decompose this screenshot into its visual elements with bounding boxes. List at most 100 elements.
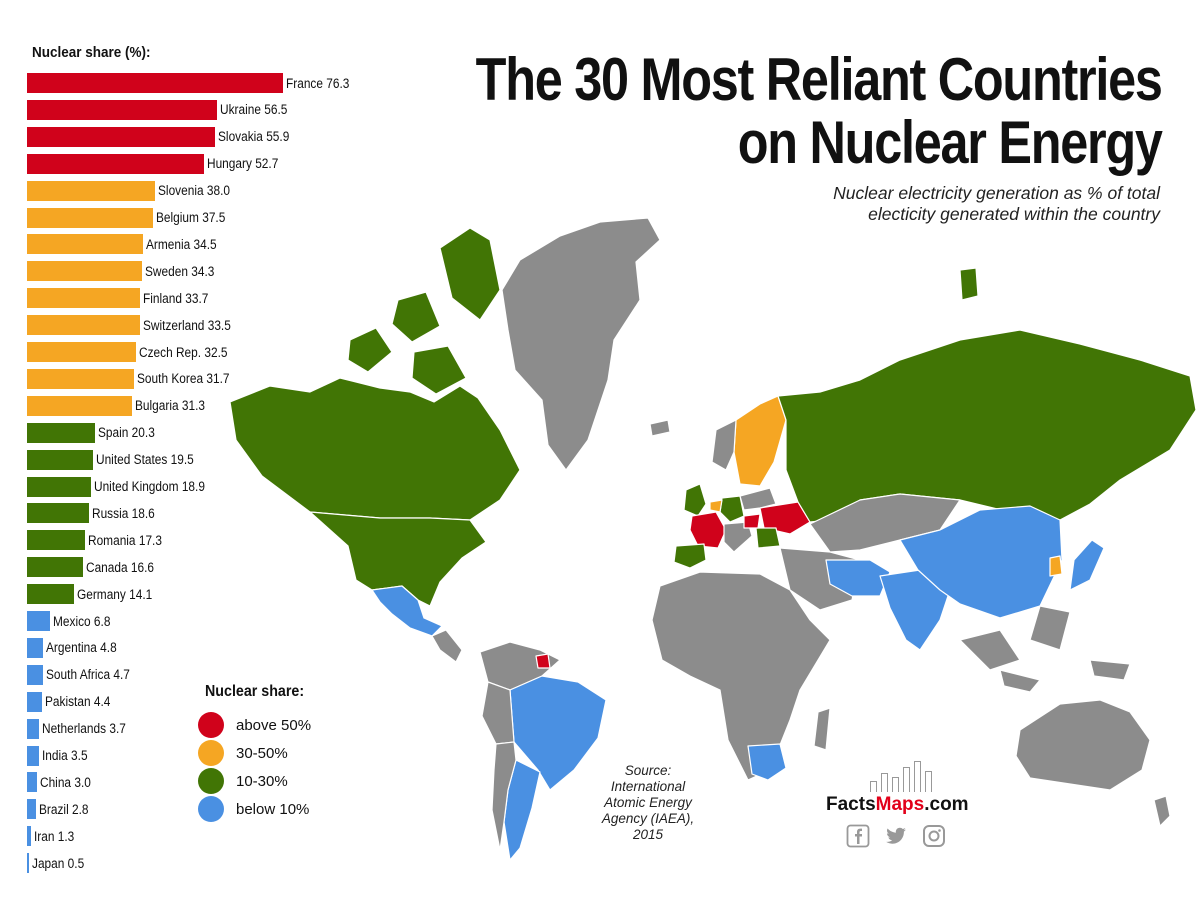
bar [27,73,284,93]
map-region-brazil [509,675,607,791]
bar [27,476,91,497]
bar-label: Slovakia 55.9 [217,129,290,145]
page-title-line-1: The 30 Most Reliant Countries [476,46,1163,113]
map-region-united-states [309,511,487,607]
bar-row: Bulgaria 31.3 [27,395,215,417]
map-region-pakistan-iran [825,559,891,597]
legend-swatch-10to30 [198,768,224,794]
bar [27,557,83,578]
legend: Nuclear share: above 50% 30-50% 10-30% b… [198,683,313,823]
bar-row: Canada 16.6 [27,556,163,578]
map-region-united-kingdom [683,483,707,517]
bar [27,99,217,120]
source-line: Agency (IAEA), [601,811,695,826]
bar-label: Spain 20.3 [98,425,156,441]
bar-label: China 3.0 [40,774,91,790]
bar [27,261,143,282]
bar-row: Slovakia 55.9 [27,126,299,148]
bar-row: Spain 20.3 [27,422,163,444]
bar-label: Belgium 37.5 [156,210,226,225]
bar-row: Armenia 34.5 [27,233,226,255]
map-region-greenland [501,217,661,471]
map-region-sweden-finland [733,395,787,487]
bar-label: Japan 0.5 [32,855,85,871]
legend-swatch-above50 [198,712,224,738]
bar-label: Hungary 52.7 [207,156,279,172]
bar-label: Switzerland 33.5 [142,317,231,333]
bar-row: China 3.0 [27,771,98,793]
bar [27,368,134,389]
bar [27,422,96,443]
legend-swatch-30to50 [198,740,224,766]
bar-row: Slovenia 38.0 [27,180,239,202]
map-region-china [899,505,1063,619]
bar-label: Germany 14.1 [77,586,153,602]
bar-label: Sweden 34.3 [145,263,215,279]
bar-row: Iran 1.3 [27,825,80,847]
legend-label-10to30: 10-30% [236,772,288,790]
map-region-germany [719,495,745,523]
map-region-japan [1069,539,1105,591]
brand-name[interactable]: FactsMaps.com [826,794,976,816]
bar-row: Sweden 34.3 [27,260,224,282]
bar-label: Canada 16.6 [85,559,154,575]
facebook-icon[interactable] [846,824,870,848]
map-region-france [689,511,727,549]
bar-label: South Africa 4.7 [45,667,130,683]
map-region-canada [229,377,521,521]
brand-block: FactsMaps.com [826,760,976,848]
map-region-south-africa [747,743,787,781]
bar-row: Romania 17.3 [27,529,172,551]
map-region-australia [1015,699,1151,791]
bar-label: Argentina 4.8 [46,640,117,656]
bar-row: Brazil 2.8 [27,798,96,820]
bar-row: Switzerland 33.5 [27,314,242,336]
bar [27,799,37,820]
bar-label: United Kingdom 18.9 [93,479,205,494]
map-region-africa [651,571,831,781]
bar-label: South Korea 31.7 [136,371,229,387]
bar [27,126,215,147]
bar-label: United States 19.5 [95,452,194,468]
source-note: Source: International Atomic Energy Agen… [588,763,708,843]
instagram-icon[interactable] [922,824,946,848]
bar-row: France 76.3 [27,72,358,94]
brand-name-part3: .com [924,794,969,815]
bar [27,342,137,362]
subtitle-line-1: Nuclear electricity generation as % of t… [833,183,1160,203]
bar-label: India 3.5 [41,748,88,763]
bar-row: South Korea 31.7 [27,368,242,390]
bar-row: Mexico 6.8 [27,610,118,632]
legend-item-10to30: 10-30% [198,767,313,795]
bar [27,449,93,470]
brand-name-part1: Facts [826,794,876,815]
bar [27,611,50,631]
bar [27,718,40,739]
legend-item-above50: above 50% [198,711,313,739]
bar-label: Mexico 6.8 [52,613,111,629]
bar-row: Belgium 37.5 [27,207,235,229]
bar [27,637,44,658]
subtitle-line-2: electicity generated within the country [868,204,1160,224]
legend-label-above50: above 50% [236,716,312,734]
bar-row: United Kingdom 18.9 [27,476,220,498]
bar [27,288,141,309]
source-line: International [610,779,686,794]
twitter-icon[interactable] [884,824,908,848]
bar [27,530,86,551]
bar [27,772,38,793]
page-title-line-2: on Nuclear Energy [738,109,1163,176]
bar-row: Germany 14.1 [27,583,163,605]
bar [27,180,155,201]
bar-row: Pakistan 4.4 [27,691,119,713]
bar [27,153,205,174]
source-line: Atomic Energy [604,795,692,810]
bar-label: Slovenia 38.0 [157,183,230,199]
legend-label-below10: below 10% [236,800,310,818]
bar [27,234,143,255]
bar-row: Japan 0.5 [27,852,91,874]
bar-label: Brazil 2.8 [39,801,89,817]
bar [27,691,42,712]
bar-label: Pakistan 4.4 [44,694,111,710]
bar-label: Ukraine 56.5 [219,102,288,118]
